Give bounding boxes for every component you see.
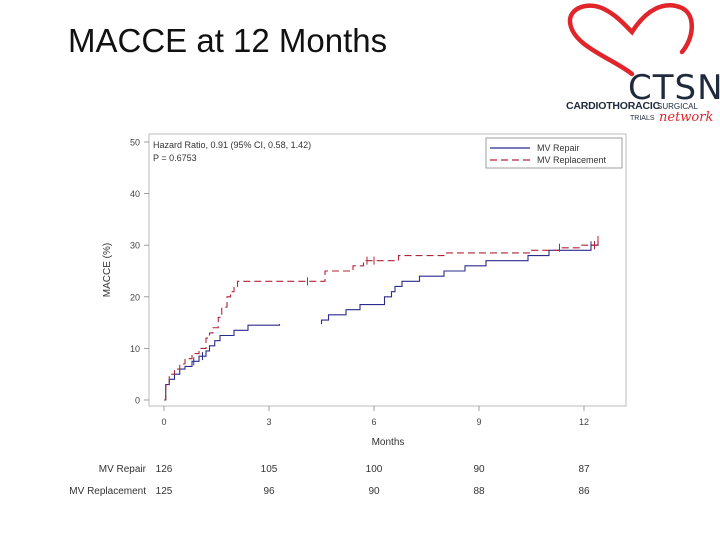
risk-row-label: MV Replacement xyxy=(69,486,146,497)
x-tick-label: 6 xyxy=(371,417,376,427)
y-axis-label: MACCE (%) xyxy=(102,243,113,297)
logo-surgical: SURGICAL xyxy=(657,102,698,111)
y-axis: 0 10 20 30 40 50 xyxy=(130,138,149,406)
risk-count: 86 xyxy=(578,486,590,497)
logo-trials: TRIALS xyxy=(630,115,655,122)
risk-count: 90 xyxy=(368,486,380,497)
y-tick-label: 10 xyxy=(130,344,140,354)
risk-count: 87 xyxy=(578,464,590,475)
legend-box xyxy=(485,137,623,169)
risk-count: 88 xyxy=(473,486,485,497)
plot-frame xyxy=(148,133,627,407)
y-tick-label: 40 xyxy=(130,189,140,199)
x-tick-label: 9 xyxy=(476,417,481,427)
y-tick-label: 20 xyxy=(130,292,140,302)
legend-label-mv-replacement: MV Replacement xyxy=(537,155,607,165)
risk-count: 126 xyxy=(156,464,173,475)
legend: MV Repair MV Replacement xyxy=(485,137,623,169)
x-axis-label: Months xyxy=(372,437,405,448)
curve-mv-replacement xyxy=(164,240,599,401)
heart-icon xyxy=(567,3,694,77)
y-tick-label: 50 xyxy=(130,138,140,148)
risk-row-label: MV Repair xyxy=(99,464,147,475)
hazard-ratio-annotation: Hazard Ratio, 0.91 (95% CI, 0.58, 1.42) xyxy=(153,140,311,150)
p-value-annotation: P = 0.6753 xyxy=(153,153,197,163)
logo-wordmark: CTSN xyxy=(628,68,720,108)
risk-count: 96 xyxy=(263,486,275,497)
risk-count: 105 xyxy=(261,464,278,475)
x-axis: 0 3 6 9 12 xyxy=(161,406,589,427)
x-tick-label: 12 xyxy=(579,417,589,427)
y-tick-label: 30 xyxy=(130,241,140,251)
curve-mv-repair xyxy=(164,240,599,401)
legend-label-mv-repair: MV Repair xyxy=(537,143,580,153)
y-tick-label: 0 xyxy=(135,396,140,406)
ctsn-logo: CTSN CARDIOTHORACIC SURGICAL TRIALS netw… xyxy=(560,2,720,130)
series-layer xyxy=(164,236,599,401)
number-at-risk-table: MV Repair 126 105 100 90 87 MV Replacement 125 9… xyxy=(69,464,590,497)
x-tick-label: 0 xyxy=(161,417,166,427)
logo-network: network xyxy=(659,110,714,125)
x-tick-label: 3 xyxy=(266,417,271,427)
risk-count: 125 xyxy=(156,486,173,497)
slide-title: MACCE at 12 Months xyxy=(68,22,388,59)
logo-cardiothoracic: CARDIOTHORACIC xyxy=(566,100,661,112)
risk-count: 90 xyxy=(473,464,485,475)
risk-count: 100 xyxy=(366,464,383,475)
